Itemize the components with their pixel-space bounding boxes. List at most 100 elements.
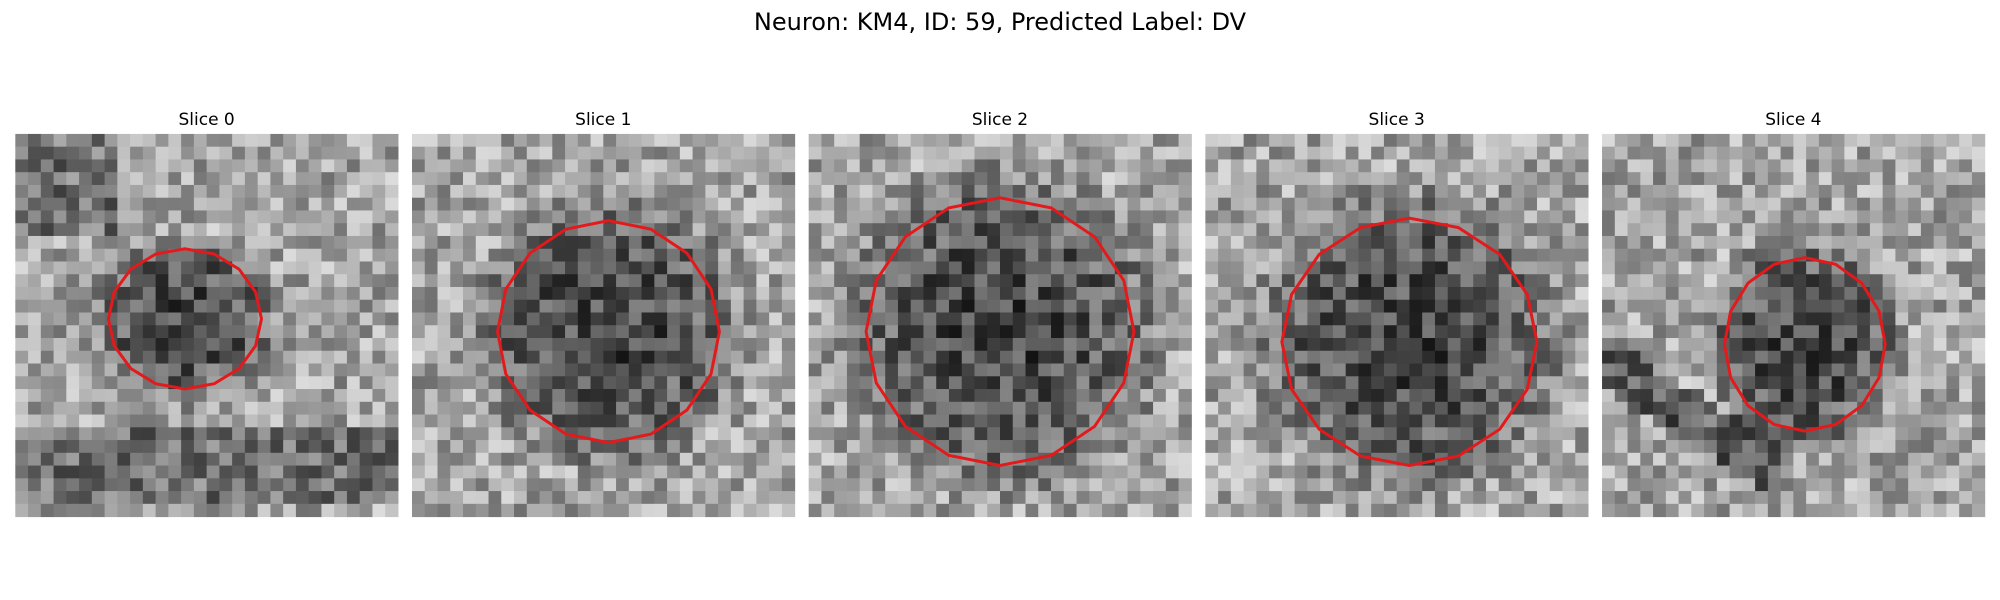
pixel (1653, 248, 1667, 262)
pixel (1665, 325, 1680, 339)
pixel (1575, 363, 1589, 377)
pixel (1012, 299, 1027, 314)
pixel (53, 478, 67, 492)
pixel (987, 491, 1001, 505)
pixel (781, 376, 796, 390)
pixel (808, 172, 822, 186)
pixel (463, 248, 477, 262)
pixel (424, 338, 439, 352)
pixel (514, 299, 528, 314)
pixel (654, 159, 668, 173)
pixel (1602, 146, 1616, 160)
pixel (346, 159, 361, 173)
pixel (616, 325, 630, 339)
pixel (1102, 235, 1116, 250)
pixel (283, 465, 297, 479)
pixel (1971, 133, 1986, 148)
pixel (168, 261, 182, 275)
pixel (244, 299, 259, 314)
pixel (1307, 159, 1321, 173)
pixel (872, 452, 886, 467)
pixel (488, 465, 502, 479)
pixel (104, 465, 118, 479)
pixel (1767, 299, 1782, 314)
pixel (539, 223, 553, 237)
pixel (514, 286, 528, 301)
pixel (1218, 172, 1232, 186)
pixel (1000, 159, 1014, 173)
pixel (743, 376, 757, 390)
pixel (1575, 312, 1589, 326)
pixel (1447, 350, 1461, 365)
pixel (1025, 159, 1039, 173)
pixel (1102, 172, 1116, 186)
pixel (859, 286, 873, 301)
pixel (206, 261, 220, 275)
pixel (475, 312, 490, 326)
pixel (756, 478, 770, 492)
pixel (257, 325, 271, 339)
pixel (346, 312, 361, 326)
pixel (28, 133, 42, 148)
pixel (1434, 274, 1449, 288)
pixel (1358, 133, 1372, 148)
pixel (450, 248, 464, 262)
pixel (1230, 452, 1245, 467)
pixel (730, 312, 745, 326)
pixel (1627, 440, 1641, 454)
pixel (1959, 159, 1973, 173)
pixel (1383, 427, 1398, 441)
pixel (1153, 389, 1167, 403)
pixel (1602, 184, 1616, 199)
pixel (1704, 299, 1718, 314)
pixel (28, 350, 42, 365)
pixel (846, 440, 861, 454)
pixel (1536, 465, 1551, 479)
pixel (1971, 401, 1986, 416)
pixel (1831, 286, 1845, 301)
pixel (15, 440, 29, 454)
pixel (1882, 465, 1896, 479)
pixel (1780, 503, 1794, 518)
pixel (974, 184, 988, 199)
pixel (1422, 363, 1436, 377)
pixel (1320, 478, 1334, 492)
pixel (1256, 235, 1270, 250)
pixel (1691, 452, 1705, 467)
pixel (1422, 133, 1436, 148)
pixel (1602, 414, 1616, 428)
pixel (1140, 184, 1154, 199)
pixel (79, 465, 93, 479)
pixel (1473, 210, 1487, 224)
pixel (1434, 325, 1449, 339)
pixel (781, 274, 796, 288)
pixel (1971, 299, 1986, 314)
pixel (501, 248, 515, 262)
pixel (1857, 427, 1871, 441)
pixel (1102, 146, 1116, 160)
pixel (616, 338, 630, 352)
pixel (577, 363, 592, 377)
pixel (885, 440, 899, 454)
pixel (769, 401, 783, 416)
pixel (910, 503, 924, 518)
pixel (1012, 338, 1027, 352)
pixel (961, 172, 975, 186)
pixel (565, 312, 579, 326)
pixel (321, 261, 335, 275)
pixel (1640, 172, 1654, 186)
pixel (463, 478, 477, 492)
pixel (1409, 478, 1423, 492)
pixel (1716, 478, 1731, 492)
pixel (117, 197, 131, 211)
pixel (1307, 376, 1321, 390)
pixel (821, 312, 835, 326)
pixel (1422, 503, 1436, 518)
pixel (1793, 172, 1807, 186)
pixel (679, 478, 694, 492)
pixel (244, 389, 259, 403)
pixel (1767, 427, 1782, 441)
pixel (501, 503, 515, 518)
pixel (1409, 376, 1423, 390)
pixel (1716, 299, 1731, 314)
